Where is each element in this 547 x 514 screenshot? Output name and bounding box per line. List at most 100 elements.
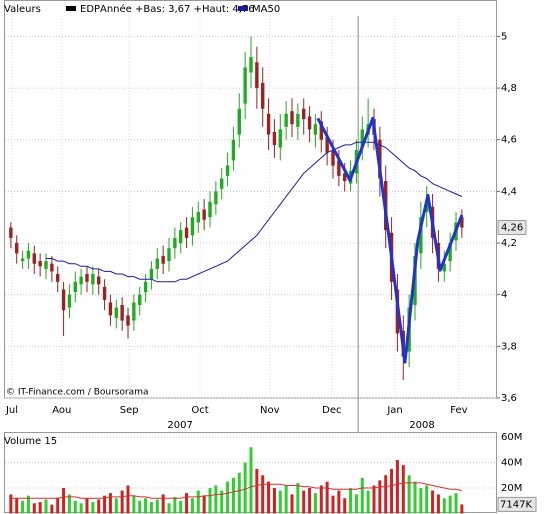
last-volume-box [497,496,537,512]
chart-subtitle: Année +Bas: 3,67 +Haut: 4,76 [100,3,255,15]
volume-bar [226,481,230,514]
volume-bar [407,475,411,514]
volume-bar [67,494,71,514]
candle-body [85,274,89,282]
volume-bar [138,500,142,514]
volume-bar [366,490,370,514]
candle-body [419,217,423,254]
volume-bar [103,495,107,514]
volume-bar [132,495,136,514]
volume-bar [278,490,282,514]
volume-bar [372,485,376,514]
candle-body [56,274,60,282]
candle-body [249,57,253,73]
volume-bar [44,499,48,514]
candle-body [184,227,189,238]
volume-bar [243,462,247,514]
candle-body [132,302,136,321]
candle-body [97,276,101,285]
candle-body [243,67,247,104]
candle-body [266,113,271,135]
candle-body [79,276,83,285]
candle-body [220,178,224,189]
y-tick-label: 3,6 [501,393,517,404]
volume-bar [85,498,89,514]
candle-body [143,281,148,293]
volume-bar [272,488,276,514]
candle-body [44,261,48,269]
candle-body [278,129,282,148]
candle-body [67,294,72,308]
y-tick-label: 40M [501,458,522,469]
candle-body [167,248,171,262]
candle-body [214,191,218,205]
candle-body [208,201,212,218]
volume-bar [431,490,435,514]
candle-body [73,281,77,293]
x-tick-label: Jan [386,405,402,416]
candle-body [460,217,464,228]
volume-bar [436,494,440,514]
volume-bar [108,493,112,514]
legend-label: MA50 [252,4,280,15]
candle-body [190,217,195,236]
volume-bar [97,499,101,514]
volume-bar [231,477,235,514]
x-tick-label: Nov [260,405,280,416]
volume-bar [284,485,288,514]
volume-bar [26,495,30,514]
volume-title: Volume 15 [4,436,57,447]
volume-bar [343,498,347,514]
volume-bar [62,488,66,514]
candle-body [26,250,31,259]
legend-swatch [238,6,248,11]
candle-body [331,150,335,166]
volume-bar [337,490,341,514]
candle-body [9,227,13,238]
candle-body [290,111,294,125]
candle-body [126,315,130,326]
candle-body [173,237,177,249]
x-tick-label: Aou [52,405,71,416]
y-tick-label: 3,8 [501,341,517,352]
volume-bar [290,494,294,514]
volume-bar [249,447,253,514]
candle-body [114,307,118,318]
year-label: 2007 [167,420,192,431]
volume-bar [425,485,429,514]
candle-body [108,302,113,316]
candle-body [32,253,36,264]
volume-bar [114,498,118,514]
y-tick-label: 4,8 [501,83,517,94]
ma-line [46,141,463,283]
legend-label: EDP [80,4,100,15]
volume-bar [267,481,271,514]
year-label: 2008 [409,420,434,431]
volume-bar [202,495,206,514]
volume-bar [144,498,148,514]
volume-bar [149,502,153,514]
candle-body [337,160,341,176]
last-price-box [497,220,527,236]
candle-body [61,289,66,311]
candle-body [360,129,364,148]
candle-body [120,305,124,321]
candle-body [261,82,265,109]
volume-bar [173,496,177,514]
y-tick-label: 20M [501,483,522,494]
volume-bar [214,485,218,514]
volume-bar [179,500,183,514]
candle-body [138,294,142,306]
volume-bar [255,468,259,514]
candle-body [302,108,306,120]
volume-bar [220,490,224,514]
y-tick-label: 4 [501,290,507,301]
volume-bar [185,493,189,514]
volume-bar [155,499,159,514]
candle-body [38,261,42,267]
volume-bar [313,493,317,514]
chart-title: Valeurs [4,4,41,15]
volume-bar [360,477,364,514]
volume-bar [448,495,452,514]
volume-bar [261,475,265,514]
